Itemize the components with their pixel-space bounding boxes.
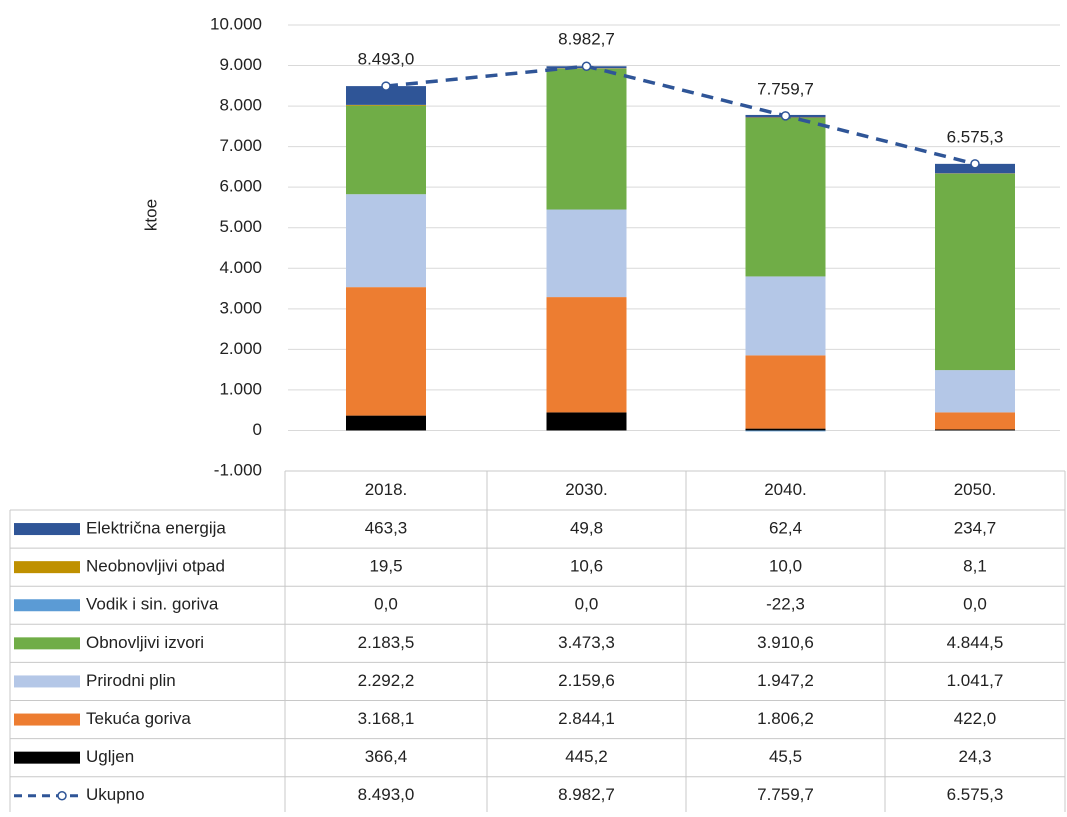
legend-label: Prirodni plin — [86, 671, 176, 690]
bar-segment — [346, 105, 426, 106]
legend-swatch — [14, 637, 80, 649]
legend-swatch — [14, 561, 80, 573]
table-cell: 45,5 — [769, 747, 802, 766]
total-point — [583, 62, 591, 70]
table-cell: 49,8 — [570, 519, 603, 538]
y-tick-label: 7.000 — [219, 136, 262, 155]
table-cell: 234,7 — [954, 519, 997, 538]
legend-label: Obnovljivi izvori — [86, 633, 204, 652]
table-cell: 2.844,1 — [558, 709, 615, 728]
total-label: 8.493,0 — [358, 50, 415, 69]
x-tick-label: 2050. — [954, 480, 997, 499]
bar-segment — [346, 416, 426, 431]
bar-segment — [547, 210, 627, 298]
table-cell: 24,3 — [958, 747, 991, 766]
table-cell: 19,5 — [369, 557, 402, 576]
table-cell: 3.168,1 — [358, 709, 415, 728]
bar-segment — [935, 412, 1015, 429]
table-cell: 0,0 — [575, 595, 599, 614]
x-tick-label: 2030. — [565, 480, 608, 499]
table-cell: 0,0 — [963, 595, 987, 614]
table-cell: 2.183,5 — [358, 633, 415, 652]
legend-label: Vodik i sin. goriva — [86, 595, 219, 614]
legend-swatch — [14, 523, 80, 535]
total-point — [782, 112, 790, 120]
legend-label: Neobnovljivi otpad — [86, 557, 225, 576]
table-cell: 10,6 — [570, 557, 603, 576]
bar-segment — [346, 106, 426, 195]
bar-segment — [547, 412, 627, 430]
y-tick-label: 2.000 — [219, 339, 262, 358]
bar-segment — [746, 355, 826, 428]
legend-label: Tekuća goriva — [86, 709, 191, 728]
bar-segment — [746, 276, 826, 355]
table-cell: 1.806,2 — [757, 709, 814, 728]
y-axis-label: ktoe — [141, 199, 160, 231]
legend-label: Ugljen — [86, 747, 134, 766]
bar-segment — [346, 287, 426, 415]
table-cell: 422,0 — [954, 709, 997, 728]
table-cell: -22,3 — [766, 595, 805, 614]
bar-segment — [346, 194, 426, 287]
table-cell: 10,0 — [769, 557, 802, 576]
total-point — [971, 160, 979, 168]
legend-label: Ukupno — [86, 785, 145, 804]
table-cell: 8,1 — [963, 557, 987, 576]
legend-marker — [58, 792, 66, 800]
table-cell: 6.575,3 — [947, 785, 1004, 804]
total-label: 7.759,7 — [757, 79, 814, 98]
bar-segment — [547, 297, 627, 412]
y-tick-label: 6.000 — [219, 177, 262, 196]
legend-swatch — [14, 752, 80, 764]
table-cell: 3.910,6 — [757, 633, 814, 652]
bar-segment — [935, 370, 1015, 412]
table-cell: 7.759,7 — [757, 785, 814, 804]
legend-swatch — [14, 714, 80, 726]
legend-swatch — [14, 675, 80, 687]
table-cell: 1.041,7 — [947, 671, 1004, 690]
table-cell: 8.982,7 — [558, 785, 615, 804]
table-cell: 1.947,2 — [757, 671, 814, 690]
y-tick-label: 5.000 — [219, 217, 262, 236]
total-point — [382, 82, 390, 90]
bar-segment — [746, 430, 826, 431]
table-cell: 463,3 — [365, 519, 408, 538]
table-cell: 4.844,5 — [947, 633, 1004, 652]
table-cell: 8.493,0 — [358, 785, 415, 804]
legend-swatch — [14, 599, 80, 611]
total-label: 8.982,7 — [558, 30, 615, 49]
table-cell: 2.292,2 — [358, 671, 415, 690]
y-tick-label: 3.000 — [219, 298, 262, 317]
total-label: 6.575,3 — [947, 127, 1004, 146]
y-tick-label: 0 — [253, 420, 262, 439]
y-tick-label: 9.000 — [219, 55, 262, 74]
bar-segment — [935, 174, 1015, 370]
bar-segment — [547, 69, 627, 210]
bar-segment — [746, 429, 826, 431]
bar-segment — [746, 118, 826, 277]
legend-label: Električna energija — [86, 519, 226, 538]
total-line — [386, 66, 975, 164]
y-tick-label: 8.000 — [219, 96, 262, 115]
table-cell: 366,4 — [365, 747, 408, 766]
table-cell: 445,2 — [565, 747, 608, 766]
x-tick-label: 2040. — [764, 480, 807, 499]
y-tick-label: 10.000 — [210, 14, 262, 33]
bar-segment — [935, 429, 1015, 430]
table-cell: 0,0 — [374, 595, 398, 614]
x-tick-label: 2018. — [365, 480, 408, 499]
y-tick-label: 4.000 — [219, 258, 262, 277]
table-cell: 2.159,6 — [558, 671, 615, 690]
y-tick-label: -1.000 — [214, 460, 262, 479]
y-tick-label: 1.000 — [219, 379, 262, 398]
table-cell: 3.473,3 — [558, 633, 615, 652]
table-cell: 62,4 — [769, 519, 802, 538]
